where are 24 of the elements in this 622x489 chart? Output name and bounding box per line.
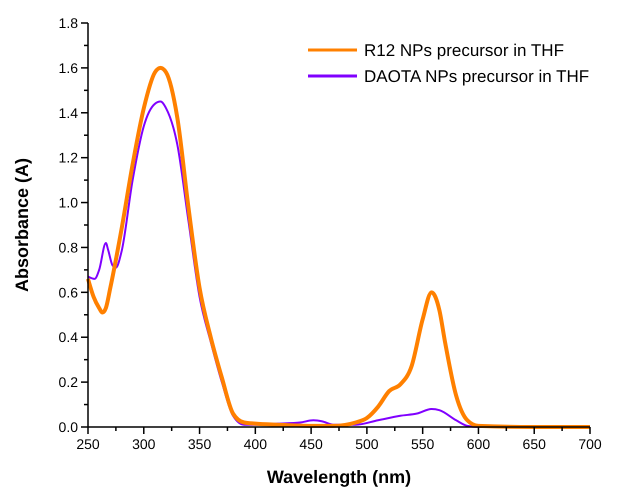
y-tick-label: 0.0 [58,419,78,435]
x-tick-label: 550 [410,436,435,452]
y-tick-label: 0.2 [58,374,78,390]
x-tick-label: 250 [76,436,100,452]
y-tick-label: 1.6 [58,60,78,76]
x-tick-label: 700 [578,436,602,452]
legend-label: DAOTA NPs precursor in THF [364,67,590,86]
x-tick-label: 300 [132,436,156,452]
y-tick-label: 0.8 [58,239,78,256]
y-tick-label: 0.6 [58,284,78,300]
x-axis-title: Wavelength (nm) [266,467,412,487]
y-tick-label: 0.4 [58,329,78,346]
x-tick-label: 500 [355,436,379,452]
x-tick-label: 400 [244,436,268,452]
y-tick-label: 1.4 [58,104,78,121]
x-tick-label: 350 [188,436,212,452]
y-tick-label: 1.0 [58,194,78,211]
legend-label: R12 NPs precursor in THF [364,41,564,60]
x-tick-label: 450 [299,436,324,452]
y-tick-label: 1.2 [58,150,78,166]
y-axis-title: Absorbance (A) [12,158,32,292]
x-tick-label: 600 [466,436,490,452]
y-tick-label: 1.8 [58,15,78,31]
x-tick-label: 650 [522,436,546,452]
